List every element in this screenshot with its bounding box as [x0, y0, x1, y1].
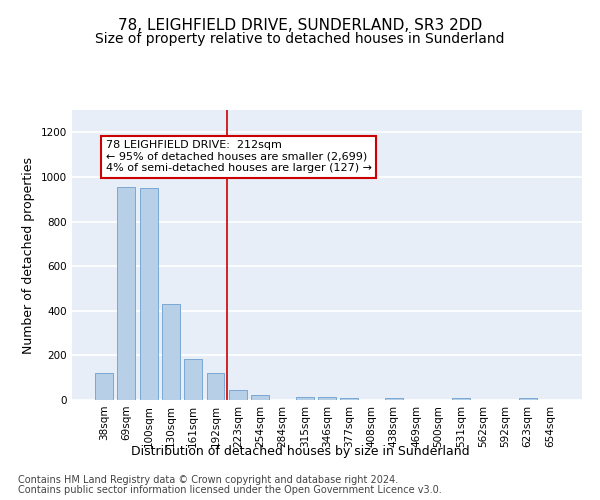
- Bar: [385, 398, 403, 400]
- Bar: [162, 304, 180, 400]
- Text: 78, LEIGHFIELD DRIVE, SUNDERLAND, SR3 2DD: 78, LEIGHFIELD DRIVE, SUNDERLAND, SR3 2D…: [118, 18, 482, 32]
- Text: Contains public sector information licensed under the Open Government Licence v3: Contains public sector information licen…: [18, 485, 442, 495]
- Bar: [118, 187, 136, 400]
- Bar: [95, 373, 113, 400]
- Bar: [206, 373, 224, 400]
- Bar: [140, 188, 158, 400]
- Bar: [296, 396, 314, 400]
- Bar: [340, 398, 358, 400]
- Y-axis label: Number of detached properties: Number of detached properties: [22, 156, 35, 354]
- Bar: [452, 398, 470, 400]
- Text: 78 LEIGHFIELD DRIVE:  212sqm
← 95% of detached houses are smaller (2,699)
4% of : 78 LEIGHFIELD DRIVE: 212sqm ← 95% of det…: [106, 140, 372, 173]
- Bar: [229, 390, 247, 400]
- Text: Distribution of detached houses by size in Sunderland: Distribution of detached houses by size …: [131, 444, 469, 458]
- Bar: [184, 359, 202, 400]
- Text: Contains HM Land Registry data © Crown copyright and database right 2024.: Contains HM Land Registry data © Crown c…: [18, 475, 398, 485]
- Bar: [318, 396, 336, 400]
- Text: Size of property relative to detached houses in Sunderland: Size of property relative to detached ho…: [95, 32, 505, 46]
- Bar: [251, 395, 269, 400]
- Bar: [518, 398, 536, 400]
